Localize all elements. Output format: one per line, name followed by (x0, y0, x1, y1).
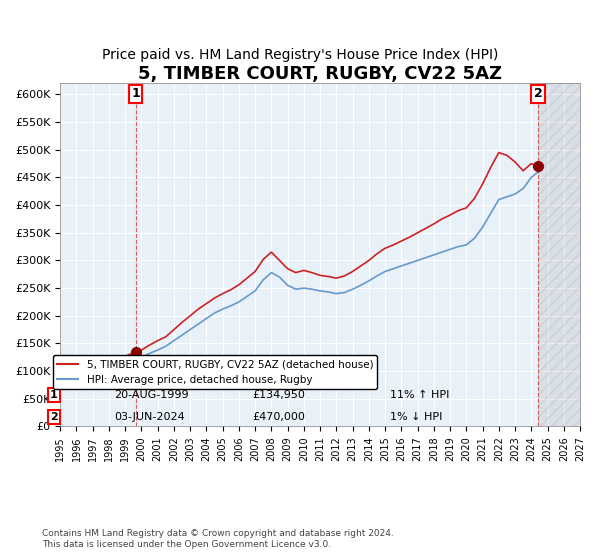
Text: 2: 2 (50, 412, 58, 422)
Title: 5, TIMBER COURT, RUGBY, CV22 5AZ: 5, TIMBER COURT, RUGBY, CV22 5AZ (138, 66, 502, 83)
Text: Price paid vs. HM Land Registry's House Price Index (HPI): Price paid vs. HM Land Registry's House … (102, 48, 498, 62)
Text: 1: 1 (131, 87, 140, 100)
Text: 20-AUG-1999: 20-AUG-1999 (114, 390, 188, 400)
Text: £134,950: £134,950 (252, 390, 305, 400)
Text: £470,000: £470,000 (252, 412, 305, 422)
Text: 11% ↑ HPI: 11% ↑ HPI (390, 390, 449, 400)
Text: 1: 1 (50, 390, 58, 400)
Text: Contains HM Land Registry data © Crown copyright and database right 2024.
This d: Contains HM Land Registry data © Crown c… (42, 529, 394, 549)
Text: 2: 2 (534, 87, 542, 100)
Text: 1% ↓ HPI: 1% ↓ HPI (390, 412, 442, 422)
Legend: 5, TIMBER COURT, RUGBY, CV22 5AZ (detached house), HPI: Average price, detached : 5, TIMBER COURT, RUGBY, CV22 5AZ (detach… (53, 355, 377, 389)
Text: 03-JUN-2024: 03-JUN-2024 (114, 412, 185, 422)
Bar (538, 83, 580, 426)
